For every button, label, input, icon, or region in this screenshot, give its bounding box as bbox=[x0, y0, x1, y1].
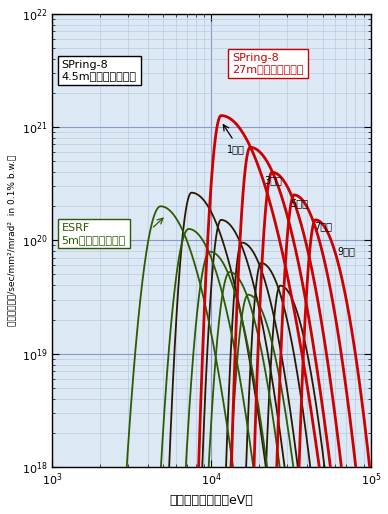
Y-axis label: 輝度（光子数/sec/mm²/mrad²  in 0.1% b.w.）: 輝度（光子数/sec/mm²/mrad² in 0.1% b.w.） bbox=[7, 155, 16, 326]
Text: SPring-8
4.5mアンジュレータ: SPring-8 4.5mアンジュレータ bbox=[62, 60, 137, 81]
Text: SPring-8
27mアンジュレータ: SPring-8 27mアンジュレータ bbox=[232, 53, 304, 75]
Text: 3次光: 3次光 bbox=[264, 176, 282, 186]
X-axis label: 光子エネルギー（eV）: 光子エネルギー（eV） bbox=[170, 494, 253, 507]
Text: 9次光: 9次光 bbox=[338, 246, 355, 256]
Text: ESRF
5mアンジュレータ: ESRF 5mアンジュレータ bbox=[62, 223, 126, 245]
Text: 5次光: 5次光 bbox=[290, 198, 308, 208]
Text: 7次光: 7次光 bbox=[314, 221, 332, 231]
Text: 1次光: 1次光 bbox=[227, 144, 245, 154]
